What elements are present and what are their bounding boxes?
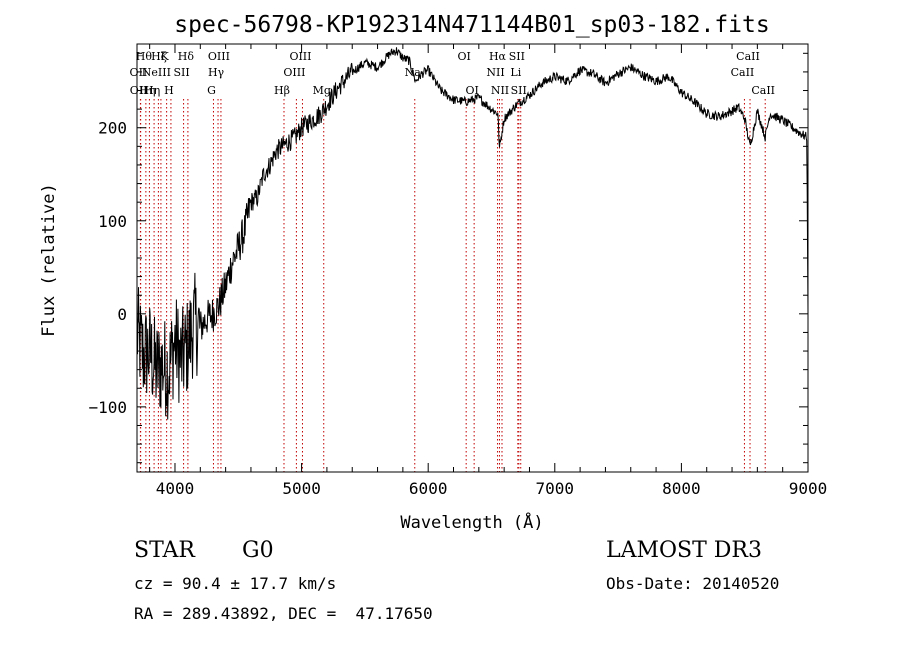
marker-label: H <box>164 84 174 97</box>
y-axis: −100 0 100 200 <box>88 52 808 464</box>
marker-label: NeIII <box>142 66 171 79</box>
object-subclass: G0 <box>242 538 274 563</box>
marker-label: NII <box>491 84 509 97</box>
object-class: STAR <box>134 538 195 563</box>
marker-label: Mg <box>313 84 331 97</box>
marker-label: Hζ <box>151 50 167 63</box>
x-tick-label: 7000 <box>536 479 575 498</box>
x-tick-label: 6000 <box>409 479 448 498</box>
line-markers: OIIOIIHθHηHηNeIIIHζKHSIIHδGHγOIIIHβOIIIO… <box>130 50 775 472</box>
marker-label: OIII <box>208 50 230 63</box>
y-tick-label: 100 <box>98 212 127 231</box>
marker-label: CaII <box>731 66 755 79</box>
marker-label: Hα <box>489 50 507 63</box>
marker-label: CaII <box>736 50 760 63</box>
marker-label: Hθ <box>136 50 153 63</box>
marker-label: Hη <box>139 84 155 97</box>
marker-label: SII <box>509 50 525 63</box>
marker-label: Li <box>510 66 521 79</box>
x-tick-label: 5000 <box>282 479 321 498</box>
marker-label: Hβ <box>274 84 290 97</box>
redshift-text: cz = 90.4 ± 17.7 km/s <box>134 574 337 593</box>
marker-label: Hη <box>144 84 160 97</box>
marker-label: Hδ <box>178 50 195 63</box>
coordinates: RA = 289.43892, DEC = 47.17650 <box>134 604 433 623</box>
x-tick-label: 8000 <box>662 479 701 498</box>
marker-label: SII <box>511 84 527 97</box>
obs-date: Obs-Date: 20140520 <box>606 574 780 593</box>
plot-frame <box>136 43 809 473</box>
spectrum-series <box>136 47 809 420</box>
marker-label: OI <box>465 84 478 97</box>
marker-label: K <box>161 50 170 63</box>
marker-label: NII <box>486 66 504 79</box>
chart-title: spec-56798-KP192314N471144B01_sp03-182.f… <box>174 12 769 38</box>
x-axis: 4000 5000 6000 7000 8000 9000 <box>149 44 828 498</box>
y-tick-label: 0 <box>117 305 127 324</box>
marker-label: Hγ <box>208 66 225 79</box>
marker-label: OI <box>457 50 470 63</box>
marker-label: CaII <box>751 84 775 97</box>
marker-label: OII <box>130 66 148 79</box>
spectrum-line <box>136 47 809 420</box>
y-tick-label: 200 <box>98 119 127 138</box>
x-tick-label: 4000 <box>156 479 195 498</box>
y-tick-label: −100 <box>88 398 127 417</box>
marker-label: OIII <box>289 50 311 63</box>
marker-label: SII <box>173 66 189 79</box>
x-tick-label: 9000 <box>789 479 828 498</box>
marker-label: G <box>207 84 216 97</box>
x-axis-label: Wavelength (Å) <box>400 511 543 533</box>
survey-name: LAMOST DR3 <box>606 538 762 563</box>
marker-label: OIII <box>283 66 305 79</box>
y-axis-label: Flux (relative) <box>39 183 59 337</box>
